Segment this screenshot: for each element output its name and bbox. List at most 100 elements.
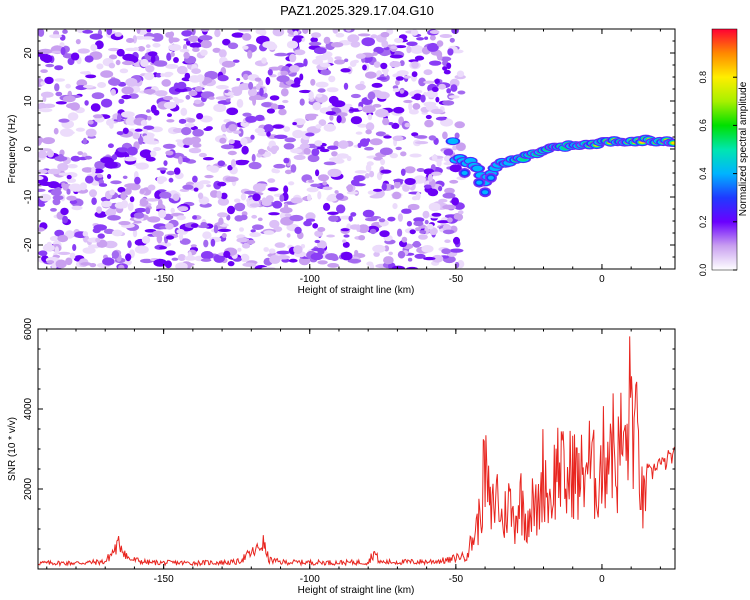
noise-blob xyxy=(120,191,127,201)
noise-blob xyxy=(312,223,319,229)
noise-blob xyxy=(292,122,297,126)
noise-blob xyxy=(200,49,208,56)
noise-blob xyxy=(173,167,181,175)
noise-blob xyxy=(162,143,176,149)
signal-lobe xyxy=(482,190,489,195)
noise-blob xyxy=(114,202,127,209)
noise-blob xyxy=(305,113,319,118)
noise-blob xyxy=(436,159,442,167)
noise-blob xyxy=(49,34,62,39)
noise-blob xyxy=(370,34,378,39)
noise-blob xyxy=(418,77,426,87)
noise-blob xyxy=(270,103,279,110)
noise-blob xyxy=(345,29,352,32)
noise-blob xyxy=(370,216,382,219)
noise-blob xyxy=(372,103,382,108)
noise-blob xyxy=(141,236,151,244)
spectrogram-xlabel: Height of straight line (km) xyxy=(298,285,415,296)
noise-blob xyxy=(252,96,257,106)
noise-blob xyxy=(222,38,231,46)
noise-blob xyxy=(447,217,453,223)
noise-blob xyxy=(436,50,443,59)
noise-blob xyxy=(318,119,327,126)
noise-blob xyxy=(192,215,198,220)
noise-blob xyxy=(444,187,455,194)
noise-blob xyxy=(234,198,241,203)
spectrogram-ytick-label: -20 xyxy=(23,237,34,252)
noise-blob xyxy=(214,29,221,38)
noise-blob xyxy=(231,32,245,38)
noise-blob xyxy=(429,35,436,41)
noise-blob xyxy=(163,160,168,167)
noise-blob xyxy=(117,113,122,123)
noise-blob xyxy=(349,60,357,67)
noise-blob xyxy=(442,192,456,199)
noise-blob xyxy=(446,88,452,94)
noise-blob xyxy=(67,112,79,121)
noise-blob xyxy=(399,89,404,94)
noise-blob xyxy=(449,164,462,173)
noise-blob xyxy=(166,52,172,61)
noise-blob xyxy=(336,153,349,159)
noise-blob xyxy=(54,65,64,71)
noise-blob xyxy=(55,101,67,105)
noise-blob xyxy=(240,253,250,263)
noise-blob xyxy=(180,107,188,116)
noise-blob xyxy=(376,76,387,81)
noise-blob xyxy=(242,33,252,41)
noise-blob xyxy=(138,136,144,145)
noise-blob xyxy=(105,209,113,216)
noise-blob xyxy=(118,264,125,269)
noise-blob xyxy=(60,207,69,216)
noise-blob xyxy=(108,47,120,52)
noise-blob xyxy=(109,54,118,60)
noise-blob xyxy=(431,171,442,176)
noise-blob xyxy=(446,62,452,69)
noise-blob xyxy=(372,244,386,253)
noise-blob xyxy=(134,207,147,213)
noise-blob xyxy=(236,78,241,81)
noise-blob xyxy=(392,191,402,200)
noise-blob xyxy=(358,106,363,111)
noise-blob xyxy=(333,59,346,65)
noise-blob xyxy=(65,83,71,89)
noise-blob xyxy=(423,80,435,84)
noise-blob xyxy=(38,227,45,232)
noise-blob xyxy=(153,60,168,67)
noise-blob xyxy=(198,35,213,41)
noise-blob xyxy=(293,49,306,56)
noise-blob xyxy=(350,212,357,217)
noise-blob xyxy=(96,206,102,214)
noise-blob xyxy=(284,202,289,212)
noise-blob xyxy=(407,257,413,262)
noise-blob xyxy=(418,234,428,240)
noise-blob xyxy=(108,78,121,86)
noise-blob xyxy=(289,53,297,63)
noise-blob xyxy=(96,174,104,178)
noise-blob xyxy=(136,29,141,34)
noise-blob xyxy=(110,88,117,96)
noise-blob xyxy=(248,81,254,90)
noise-blob xyxy=(389,60,401,68)
noise-blob xyxy=(267,178,276,183)
noise-blob xyxy=(178,156,183,165)
noise-blob xyxy=(103,240,118,249)
noise-blob xyxy=(282,99,289,104)
noise-blob xyxy=(151,33,164,42)
noise-blob xyxy=(369,263,375,269)
noise-blob xyxy=(98,183,108,187)
noise-blob xyxy=(383,256,394,265)
noise-blob xyxy=(367,91,376,100)
noise-blob xyxy=(277,255,290,260)
noise-blob xyxy=(172,97,179,102)
noise-blob xyxy=(325,111,336,116)
noise-blob xyxy=(147,216,161,223)
noise-blob xyxy=(232,59,240,63)
noise-blob xyxy=(165,222,174,230)
noise-blob xyxy=(364,146,374,151)
noise-blob xyxy=(69,199,78,205)
noise-blob xyxy=(89,33,103,40)
noise-blob xyxy=(442,100,455,106)
noise-blob xyxy=(427,173,433,182)
noise-blob xyxy=(340,68,351,73)
